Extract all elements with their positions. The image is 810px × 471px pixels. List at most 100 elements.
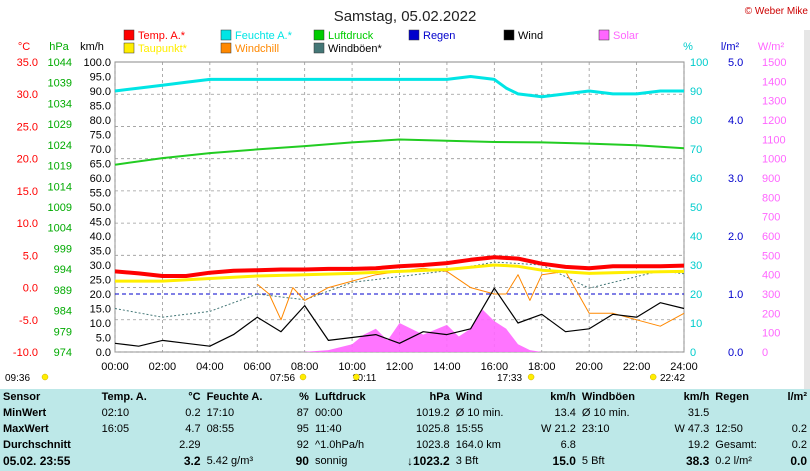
axis-tick-label: 25.0 [17, 121, 38, 133]
axis-tick-label: 0.0 [728, 347, 743, 359]
stats-cell: 00:00 [314, 407, 343, 419]
axis-tick-label: 20.0 [90, 289, 111, 301]
axis-tick-label: 1024 [48, 140, 72, 152]
axis-tick-label: 1034 [48, 98, 72, 110]
stats-cell: 5.42 g/m³ [206, 455, 254, 467]
legend-label: Windböen* [328, 43, 383, 55]
stats-header-cell: Temp. A. [101, 391, 147, 403]
stats-cell: 0.2 [185, 407, 201, 419]
stats-cell: 13.4 [554, 407, 576, 419]
legend-label: Regen [423, 30, 455, 42]
axis-tick-label: 1500 [762, 57, 786, 69]
series-temp-a [114, 255, 685, 278]
kmh-axis-unit: km/h [80, 41, 104, 53]
sun-icon [299, 373, 307, 381]
stats-cell: ^1.0hPa/h [314, 439, 365, 451]
series-windchill [256, 267, 685, 327]
axis-tick-label: 60.0 [90, 173, 111, 185]
legend-label: Temp. A.* [138, 30, 186, 42]
sun-icon [649, 373, 657, 381]
stats-cell: 31.5 [687, 407, 710, 419]
x-axis-tick: 08:00 [291, 361, 319, 373]
weather-chart: Samstag, 05.02.2022 © Weber Mike Temp. A… [5, 6, 810, 389]
axis-tick-label: 700 [762, 212, 780, 224]
axis-tick-label: 4.0 [728, 115, 743, 127]
legend-swatch [313, 29, 325, 41]
stats-header-cell: Wind [455, 391, 483, 403]
axis-tick-label: 0.0 [96, 347, 111, 359]
temp-axis-unit: °C [18, 41, 30, 53]
axis-tick-label: 40.0 [90, 231, 111, 243]
series-solar [302, 309, 542, 352]
stats-header-cell: km/h [550, 391, 576, 403]
chart-legend: Temp. A.* Feuchte A.* Luftdruck Regen Wind So… [123, 29, 639, 55]
axis-tick-label: 5.0 [728, 57, 743, 69]
x-axis-tick: 06:00 [243, 361, 271, 373]
legend-swatch [313, 42, 325, 54]
axis-tick-label: 10.0 [17, 218, 38, 230]
stats-cell: 3.2 [183, 454, 201, 468]
stats-cell: 3 Bft [455, 455, 479, 467]
legend-swatch [598, 29, 610, 41]
axis-tick-label: 200 [762, 308, 780, 320]
stats-row: 05.02. 23:55 3.2 5.42 g/m³ 90 sonnig ↓1023.2 3… [0, 453, 810, 469]
axis-tick-label: 999 [54, 243, 72, 255]
stats-cell: 1019.2 [416, 407, 450, 419]
axis-tick-label: 984 [54, 306, 72, 318]
stats-cell: W 21.2 [541, 423, 576, 435]
stats-cell: sonnig [314, 455, 348, 467]
axis-tick-label: 70.0 [90, 144, 111, 156]
axis-tick-label: 1100 [762, 134, 786, 146]
axis-tick-label: 1200 [762, 115, 786, 127]
x-axis-tick: 04:00 [196, 361, 224, 373]
axis-tick-label: 1300 [762, 96, 786, 108]
axis-tick-label: 25.0 [90, 275, 111, 287]
stats-cell: 05.02. 23:55 [3, 454, 71, 468]
axis-tick-label: 1000 [762, 154, 786, 166]
sun-marker-time: 17:33 [497, 373, 522, 384]
x-axis-tick: 16:00 [481, 361, 509, 373]
axis-tick-label: 30.0 [90, 260, 111, 272]
stats-header-row: Sensor Temp. A. °C Feuchte A.% Luftdruck hPa W… [0, 389, 810, 405]
stats-header-cell: Regen [715, 391, 749, 403]
right-edge-strip [804, 30, 810, 389]
axis-tick-label: 1029 [48, 119, 72, 131]
stats-cell: 17:10 [206, 407, 235, 419]
axis-tick-label: 35.0 [17, 57, 38, 69]
data-series [114, 75, 685, 352]
axis-tick-label: 1400 [762, 76, 786, 88]
stats-cell [204, 437, 287, 453]
stats-cell: 38.3 [685, 454, 710, 468]
stats-header-cell: km/h [683, 391, 710, 403]
axis-tick-label: 5.0 [96, 333, 111, 345]
stats-cell: 19.2 [687, 439, 710, 451]
axis-tick-label: 95.0 [90, 72, 111, 84]
axis-tick-label: 85.0 [90, 101, 111, 113]
stats-cell: 11:40 [314, 423, 342, 435]
x-axis-tick: 18:00 [528, 361, 556, 373]
stats-cell: 164.0 km [455, 439, 501, 451]
stats-cell: 0.2 [791, 439, 807, 451]
stats-cell: 15:55 [455, 423, 484, 435]
copyright-text: © Weber Mike [745, 6, 809, 17]
axis-tick-label: 1014 [48, 181, 72, 193]
stats-cell: 92 [296, 439, 309, 451]
stats-row: MaxWert 16:05 4.7 08:55 95 11:40 1025.8 15:55 W … [0, 421, 810, 437]
legend-swatch [123, 29, 135, 41]
stats-cell: MaxWert [3, 423, 49, 435]
stats-cell: 4.7 [185, 423, 201, 435]
stats-cell: 2.29 [179, 439, 201, 451]
axis-tick-label: 400 [762, 270, 780, 282]
x-axis-tick: 14:00 [433, 361, 461, 373]
stats-cell: Gesamt: [715, 439, 757, 451]
stats-cell: 0.2 [791, 423, 807, 435]
axis-tick-label: 55.0 [90, 188, 111, 200]
axis-tick-label: 100 [762, 328, 780, 340]
stats-cell [712, 405, 776, 421]
axis-tick-label: 1009 [48, 202, 72, 214]
axis-tick-label: 20.0 [17, 154, 38, 166]
x-axis-tick: 02:00 [149, 361, 177, 373]
legend-label: Taupunkt* [138, 43, 188, 55]
stats-cell: Durchschnitt [3, 439, 71, 451]
x-axis-tick: 22:00 [623, 361, 651, 373]
